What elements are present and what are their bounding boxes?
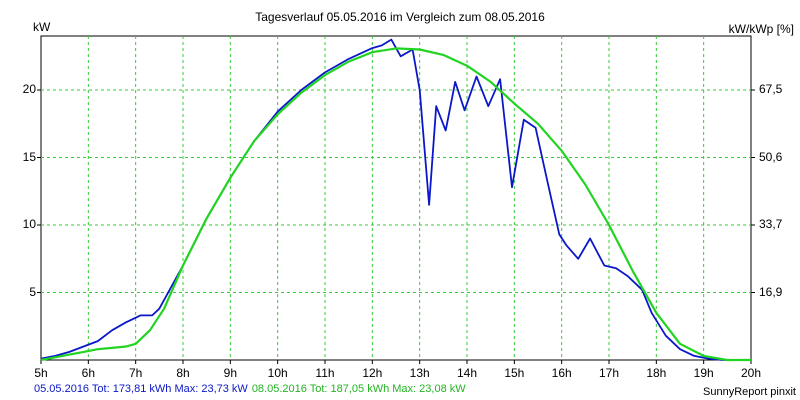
y-tick-label-right: 16,9: [759, 284, 783, 299]
plot-area: [40, 35, 752, 361]
x-tick-label: 12h: [362, 366, 383, 380]
x-tick-label: 6h: [81, 366, 95, 380]
legend: 05.05.2016 Tot: 173,81 kWh Max: 23,73 kW…: [34, 383, 466, 395]
legend-entry-08-05-2016: 08.05.2016 Tot: 187,05 kWh Max: 23,08 kW: [251, 383, 466, 395]
y-tick-label-left: 20: [22, 82, 36, 96]
y-tick-label-right: 33,7: [759, 217, 783, 231]
x-tick-label: 13h: [409, 366, 430, 380]
series-lines: [40, 38, 751, 362]
x-tick-label: 7h: [128, 366, 143, 380]
x-tick-label: 9h: [223, 366, 237, 380]
y-tick-label-right: 67,5: [759, 82, 783, 96]
x-tick-label: 5h: [34, 366, 48, 380]
legend-entry-05-05-2016: 05.05.2016 Tot: 173,81 kWh Max: 23,73 kW: [34, 383, 248, 395]
x-tick-label: 8h: [176, 366, 190, 380]
chart-title: Tagesverlauf 05.05.2016 im Vergleich zum…: [255, 10, 545, 24]
x-tick-label: 20h: [740, 366, 762, 380]
y-tick-label-left: 10: [22, 217, 36, 231]
y-axis-label-left: kW: [33, 20, 51, 34]
credit-label: SunnyReport pinxit: [703, 386, 796, 398]
x-tick-label: 19h: [693, 366, 714, 380]
y-tick-label-right: 50,6: [759, 149, 783, 164]
y-axis-label-right: kW/kWp [%]: [728, 22, 794, 36]
x-tick-label: 17h: [598, 366, 620, 380]
x-tick-label: 14h: [456, 366, 478, 380]
y-tick-label-left: 5: [29, 284, 36, 299]
series-line-08-05-2016: [40, 47, 751, 362]
x-tick-label: 10h: [267, 366, 288, 380]
x-tick-label: 11h: [315, 366, 335, 380]
x-tick-label: 16h: [551, 366, 572, 380]
y-tick-label-left: 15: [22, 149, 36, 164]
series-line-05-05-2016: [40, 38, 751, 361]
x-tick-label: 15h: [504, 366, 525, 380]
grid: [41, 36, 751, 360]
x-tick-label: 18h: [646, 366, 667, 380]
